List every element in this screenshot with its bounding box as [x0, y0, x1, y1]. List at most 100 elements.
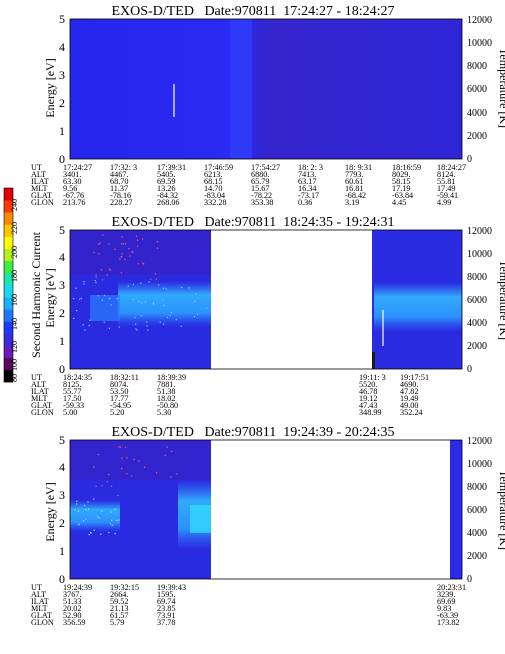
- orbit-label: GLAT: [31, 191, 52, 200]
- panel-2-orbit-table: UT ALT ILAT MLT GLAT GLON 18:24:35 8125.…: [31, 373, 429, 417]
- panel-1-ytick: 4: [59, 40, 65, 54]
- panel-1-title: EXOS-D/TED Date:970811 17:24:27 - 18:24:…: [112, 4, 395, 19]
- speckle: [101, 299, 103, 301]
- orbit-value: 5520.: [359, 380, 377, 389]
- orbit-value: -63.39: [437, 611, 458, 620]
- colorbar-cell: [4, 309, 13, 322]
- orbit-value: 18:16:59: [392, 163, 421, 172]
- speckle: [132, 283, 134, 285]
- colorbar-label: Second Harmonic Current: [29, 231, 43, 358]
- speckle: [193, 316, 195, 318]
- orbit-value: 6213.: [204, 170, 222, 179]
- orbit-value: 16.34: [298, 184, 316, 193]
- panel-2-gap-mark: [372, 352, 375, 369]
- orbit-value: 2664.: [110, 590, 128, 599]
- speckle: [98, 243, 100, 245]
- colorbar-tick: 140: [10, 318, 19, 330]
- orbit-label: ALT: [31, 170, 46, 179]
- speckle: [106, 481, 108, 483]
- speckle: [126, 457, 128, 459]
- orbit-value: 14.70: [204, 184, 222, 193]
- panel-3-ytick: 4: [59, 460, 65, 474]
- speckle: [108, 243, 110, 245]
- panel-2-ytick: 2: [59, 306, 65, 320]
- speckle: [141, 302, 143, 304]
- panel-2-ytick-right: 8000: [467, 272, 487, 283]
- panel-2: EXOS-D/TED Date:970811 18:24:35 - 19:24:…: [31, 215, 505, 417]
- orbit-value: 6880.: [251, 170, 269, 179]
- speckle: [95, 276, 97, 278]
- orbit-label: MLT: [31, 604, 48, 613]
- speckle: [188, 287, 190, 289]
- orbit-value: 52.90: [63, 611, 81, 620]
- speckle: [180, 325, 182, 327]
- orbit-value: -83.04: [204, 191, 225, 200]
- orbit-value: 46.78: [359, 387, 377, 396]
- speckle: [116, 519, 118, 521]
- orbit-value: 3.19: [345, 198, 359, 207]
- orbit-value: 53.50: [110, 387, 128, 396]
- orbit-value: 69.69: [437, 597, 455, 606]
- orbit-value: 1595.: [157, 590, 175, 599]
- orbit-value: 19.12: [359, 394, 377, 403]
- orbit-value: 9.56: [63, 184, 77, 193]
- orbit-value: 69.59: [157, 177, 175, 186]
- speckle: [142, 262, 144, 264]
- orbit-value: 23.85: [157, 604, 175, 613]
- speckle: [170, 476, 172, 478]
- colorbar-cell: [4, 297, 13, 310]
- panel-1-ytick-right: 10000: [467, 38, 492, 49]
- orbit-value: 5405.: [157, 170, 175, 179]
- speckle: [163, 323, 165, 325]
- panel-3-ytick: 2: [59, 516, 65, 530]
- speckle: [129, 255, 131, 257]
- colorbar-tick: 220: [10, 222, 19, 234]
- speckle: [156, 247, 159, 249]
- speckle: [176, 473, 178, 475]
- speckle: [76, 310, 78, 312]
- orbit-value: 8124.: [437, 170, 455, 179]
- speckle: [120, 272, 122, 274]
- orbit-label: UT: [31, 373, 42, 382]
- orbit-value: 20:23:31: [437, 583, 466, 592]
- colorbar-cell: [4, 333, 13, 346]
- orbit-value: 213.76: [63, 198, 86, 207]
- panel-2-ytick: 4: [59, 250, 65, 264]
- orbit-value: 4.45: [392, 198, 406, 207]
- orbit-label: UT: [31, 163, 42, 172]
- panel-3-ytick-right: 0: [467, 574, 472, 585]
- panel-2-yticks-right: 0 2000 4000 6000 8000 10000 12000: [467, 226, 492, 375]
- orbit-value: 73.91: [157, 611, 175, 620]
- orbit-value: 55.81: [437, 177, 455, 186]
- speckle: [118, 519, 120, 521]
- speckle: [135, 323, 137, 325]
- colorbar-cell: [4, 272, 13, 286]
- speckle: [97, 454, 99, 456]
- speckle: [109, 298, 111, 300]
- speckle: [114, 532, 116, 535]
- colorbar-cell: [4, 224, 13, 237]
- orbit-value: 173.82: [437, 618, 460, 627]
- panel-2-dark-top: [70, 230, 211, 275]
- panel-2-ytick-right: 10000: [467, 249, 492, 260]
- panel-3-ylabel-right: Temperature [K]: [497, 470, 505, 550]
- panel-3-ytick: 3: [59, 488, 65, 502]
- panel-1-yticks-right: 0 2000 4000 6000 8000 10000 12000: [467, 15, 492, 165]
- colorbar-cell: [4, 345, 13, 359]
- panel-3-ytick-right: 12000: [467, 436, 492, 447]
- speckle: [154, 273, 157, 275]
- orbit-value: 19:32:15: [110, 583, 139, 592]
- speckle: [116, 297, 118, 300]
- colorbar-tick: 240: [10, 199, 19, 211]
- speckle: [76, 503, 78, 505]
- panel-2-ytick-right: 4000: [467, 318, 487, 329]
- orbit-value: -54.95: [110, 401, 131, 410]
- panel-3-yticks: 0 1 2 3 4 5: [59, 433, 65, 586]
- speckle: [136, 329, 138, 331]
- orbit-value: 5.79: [110, 618, 124, 627]
- panel-1-ylabel-right: Temperature [K]: [497, 48, 505, 128]
- orbit-value: 51.33: [63, 597, 81, 606]
- panel-2-ytick-right: 0: [467, 364, 472, 375]
- speckle: [120, 255, 122, 257]
- orbit-label: GLAT: [31, 401, 52, 410]
